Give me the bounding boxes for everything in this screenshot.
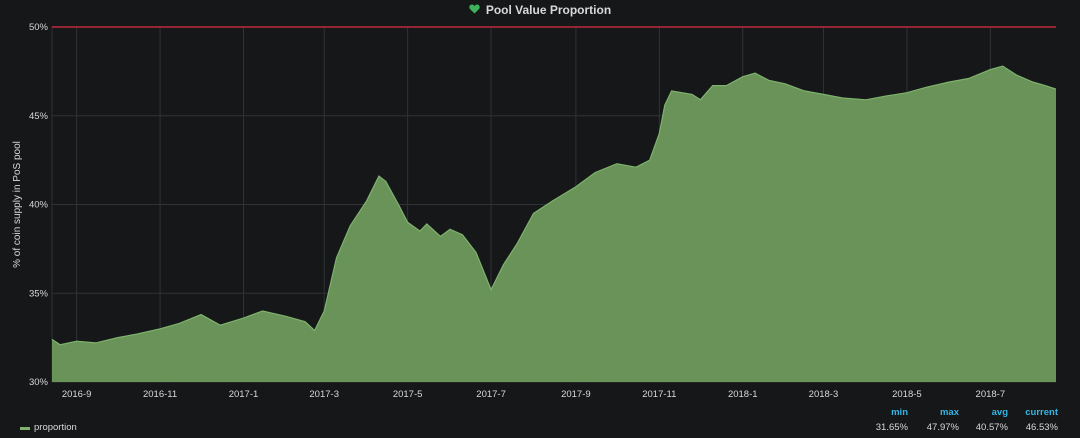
panel-title-bar[interactable]: Pool Value Proportion <box>0 0 1080 20</box>
x-tick-label: 2017-5 <box>393 389 423 400</box>
legend-value-current: 46.53% <box>1025 422 1058 433</box>
legend-header-min[interactable]: min <box>891 407 908 418</box>
x-tick-label: 2018-7 <box>976 389 1006 400</box>
legend-header-current[interactable]: current <box>1025 407 1058 418</box>
x-axis-ticks: 2016-9 2016-11 2017-1 2017-3 2017-5 2017-7 201… <box>62 389 1005 400</box>
panel-title: Pool Value Proportion <box>485 3 612 17</box>
y-tick-label: 35% <box>29 288 49 299</box>
legend-header: min max avg current <box>0 407 1080 421</box>
legend-value-avg: 40.57% <box>975 422 1008 433</box>
y-axis-ticks: 30% 35% 40% 45% 50% <box>29 22 49 388</box>
x-tick-label: 2018-1 <box>728 389 758 400</box>
y-tick-label: 45% <box>29 111 49 122</box>
legend-value-max: 47.97% <box>926 422 959 433</box>
y-tick-label: 50% <box>29 22 49 33</box>
x-tick-label: 2017-7 <box>476 389 506 400</box>
legend-value-min: 31.65% <box>875 422 908 433</box>
x-tick-label: 2017-11 <box>642 389 676 400</box>
legend-series-name[interactable]: proportion <box>34 422 77 433</box>
series-line-proportion <box>51 65 1057 346</box>
chart-area: 30% 35% 40% 45% 50% 2016-9 2016-11 2017-1 2017-… <box>12 22 1057 400</box>
x-tick-label: 2018-5 <box>892 389 922 400</box>
legend-series-row[interactable]: proportion 31.65% 47.97% 40.57% 46.53% <box>0 422 1080 436</box>
legend-header-max[interactable]: max <box>939 407 959 418</box>
x-tick-label: 2016-11 <box>143 389 177 400</box>
y-axis-label: % of coin supply in PoS pool <box>12 141 23 268</box>
x-tick-label: 2016-9 <box>62 389 92 400</box>
x-tick-label: 2017-3 <box>309 389 339 400</box>
legend-header-avg[interactable]: avg <box>991 407 1008 418</box>
legend-series-swatch[interactable] <box>20 427 30 430</box>
heart-icon <box>469 3 480 17</box>
x-tick-label: 2018-3 <box>809 389 839 400</box>
x-tick-label: 2017-9 <box>561 389 591 400</box>
y-tick-label: 40% <box>29 200 49 211</box>
y-tick-label: 30% <box>29 377 49 388</box>
series-area-proportion <box>52 66 1056 382</box>
x-tick-label: 2017-1 <box>229 389 259 400</box>
